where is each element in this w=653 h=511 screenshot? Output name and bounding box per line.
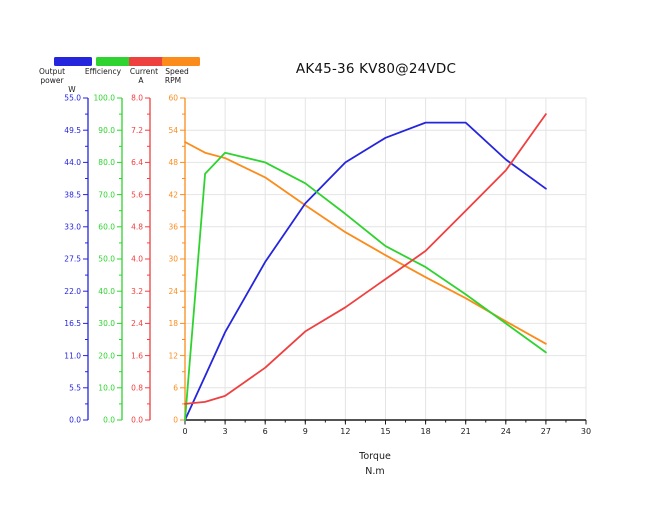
y-tick-label: 50.0 (98, 255, 115, 264)
y-tick-label: 1.6 (131, 351, 143, 360)
y-axis-current: 0.0 0.8 1.6 2.4 3.2 4.0 4.8 5.6 6.4 7.2 8.0 (131, 94, 151, 425)
y-tick-label: 49.5 (64, 126, 81, 135)
y-tick-label: 90.0 (98, 126, 115, 135)
y-tick-label: 60.0 (98, 223, 115, 232)
y-tick-label: 55.0 (64, 94, 81, 103)
series-line-efficiency (184, 151, 547, 421)
y-tick-label: 0.0 (69, 416, 81, 425)
y-tick-label: 0.0 (131, 416, 143, 425)
y-tick-label: 4.0 (131, 255, 143, 264)
y-tick-label: 44.0 (64, 158, 81, 167)
x-tick-label: 24 (501, 427, 511, 436)
y-tick-label: 6 (173, 384, 178, 393)
x-axis-unit: N.m (365, 466, 384, 477)
y-tick-label: 3.2 (131, 287, 143, 296)
y-tick-label: 100.0 (94, 94, 116, 103)
y-tick-label: 0 (173, 416, 178, 425)
y-axis-output-power: 0.0 5.5 11.0 16.5 22.0 27.5 33.0 38.5 44.0 49.5 55… (64, 94, 89, 425)
y-tick-label: 70.0 (98, 190, 115, 199)
x-axis-title: Torque (358, 451, 391, 462)
y-tick-label: 24 (168, 287, 178, 296)
legend-unit-output-power: W (68, 85, 76, 94)
y-tick-label: 38.5 (64, 190, 81, 199)
y-tick-label: 8.0 (131, 94, 143, 103)
series-line-output-power (184, 121, 547, 421)
y-tick-label: 20.0 (98, 351, 115, 360)
y-tick-label: 33.0 (64, 223, 81, 232)
series-line-current (184, 113, 547, 405)
y-tick-label: 7.2 (131, 126, 143, 135)
x-tick-label: 3 (223, 427, 228, 436)
y-tick-label: 36 (168, 223, 178, 232)
y-tick-label: 11.0 (64, 351, 81, 360)
legend-swatch-speed (162, 57, 200, 66)
y-axis-efficiency: 0.0 10.0 20.0 30.0 40.0 50.0 60.0 70.0 80.0 90.0 1… (94, 94, 123, 425)
y-tick-label: 48 (168, 158, 178, 167)
x-tick-label: 27 (541, 427, 551, 436)
y-tick-label: 42 (168, 190, 178, 199)
legend-unit-current: A (138, 76, 144, 85)
x-axis: 0 3 6 9 12 15 18 21 24 27 30 Torque N.m (182, 419, 591, 477)
legend-label-output-power: Output power (38, 67, 66, 85)
x-tick-label: 21 (461, 427, 471, 436)
x-tick-label: 0 (182, 427, 187, 436)
y-axis-speed: 0 6 12 18 24 30 36 42 48 54 60 (168, 94, 186, 425)
y-tick-label: 0.8 (131, 384, 143, 393)
y-tick-label: 27.5 (64, 255, 81, 264)
x-tick-label: 12 (340, 427, 350, 436)
y-tick-label: 54 (168, 126, 178, 135)
y-tick-label: 5.6 (131, 190, 143, 199)
legend-label-speed: Speed (165, 67, 189, 76)
y-tick-label: 40.0 (98, 287, 115, 296)
legend-swatch-output-power (54, 57, 92, 66)
chart-title: AK45-36 KV80@24VDC (295, 61, 457, 77)
legend-label-efficiency: Efficiency (84, 67, 122, 76)
legend-swatch-efficiency (96, 57, 134, 66)
gridlines (185, 97, 587, 420)
y-tick-label: 30.0 (98, 319, 115, 328)
y-tick-label: 16.5 (64, 319, 81, 328)
y-tick-label: 4.8 (131, 223, 143, 232)
x-tick-label: 6 (263, 427, 268, 436)
x-tick-label: 18 (421, 427, 431, 436)
y-tick-label: 0.0 (103, 416, 115, 425)
y-tick-label: 18 (168, 319, 178, 328)
legend-label-current: Current (129, 67, 159, 76)
y-tick-label: 10.0 (98, 384, 115, 393)
y-tick-label: 5.5 (69, 384, 81, 393)
y-tick-label: 30 (168, 255, 178, 264)
x-tick-label: 9 (303, 427, 308, 436)
x-tick-label: 30 (581, 427, 591, 436)
x-tick-label: 15 (380, 427, 390, 436)
y-tick-label: 12 (168, 351, 178, 360)
y-tick-label: 6.4 (131, 158, 143, 167)
legend-unit-speed: RPM (164, 76, 182, 85)
y-tick-label: 80.0 (98, 158, 115, 167)
y-tick-label: 60 (168, 94, 178, 103)
y-tick-label: 2.4 (131, 319, 143, 328)
y-tick-label: 22.0 (64, 287, 81, 296)
legend-swatch-current (129, 57, 167, 66)
series-line-speed (184, 141, 547, 345)
